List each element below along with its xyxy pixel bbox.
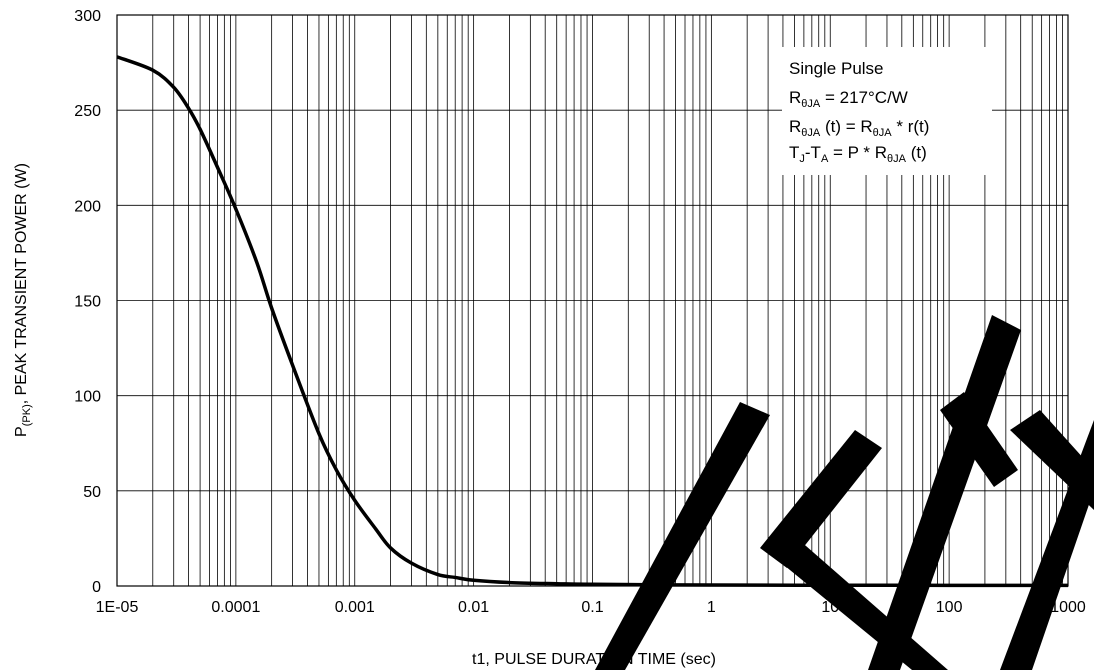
y-tick-label: 250: [74, 103, 101, 120]
y-tick-label: 300: [74, 8, 101, 25]
watermark-stroke: [595, 402, 770, 670]
x-tick-label: 0.01: [458, 599, 489, 616]
watermark-stroke: [940, 392, 1018, 487]
annotation-rthja-t: RθJA (t) = RθJA * r(t): [789, 117, 929, 139]
watermark: [595, 315, 1094, 670]
x-ticks: 1E-05 0.0001 0.001 0.01 0.1 1 10 100 1000: [96, 599, 1086, 616]
annotation-tj-ta: TJ-TA = P * RθJA (t): [789, 143, 927, 165]
x-tick-label: 0.0001: [211, 599, 260, 616]
y-tick-label: 100: [74, 389, 101, 406]
x-tick-label: 1: [707, 599, 716, 616]
y-tick-label: 0: [92, 579, 101, 596]
y-axis-label: P(PK), PEAK TRANSIENT POWER (W): [13, 163, 33, 437]
x-tick-label: 100: [936, 599, 963, 616]
x-tick-label: 1E-05: [96, 599, 139, 616]
annotation-rthja: RθJA = 217°C/W: [789, 88, 908, 110]
y-tick-label: 200: [74, 198, 101, 215]
watermark-stroke: [868, 315, 1021, 670]
y-tick-label: 150: [74, 294, 101, 311]
x-tick-label: 1000: [1050, 599, 1086, 616]
annotation-box: [782, 47, 992, 175]
watermark-stroke: [1010, 410, 1094, 510]
y-tick-label: 50: [83, 484, 101, 501]
x-tick-label: 0.1: [581, 599, 603, 616]
x-axis-label: t1, PULSE DURATION TIME (sec): [472, 651, 716, 668]
annotation-single-pulse: Single Pulse: [789, 59, 884, 78]
y-ticks: 0 50 100 150 200 250 300: [74, 8, 101, 596]
x-tick-label: 0.001: [335, 599, 375, 616]
